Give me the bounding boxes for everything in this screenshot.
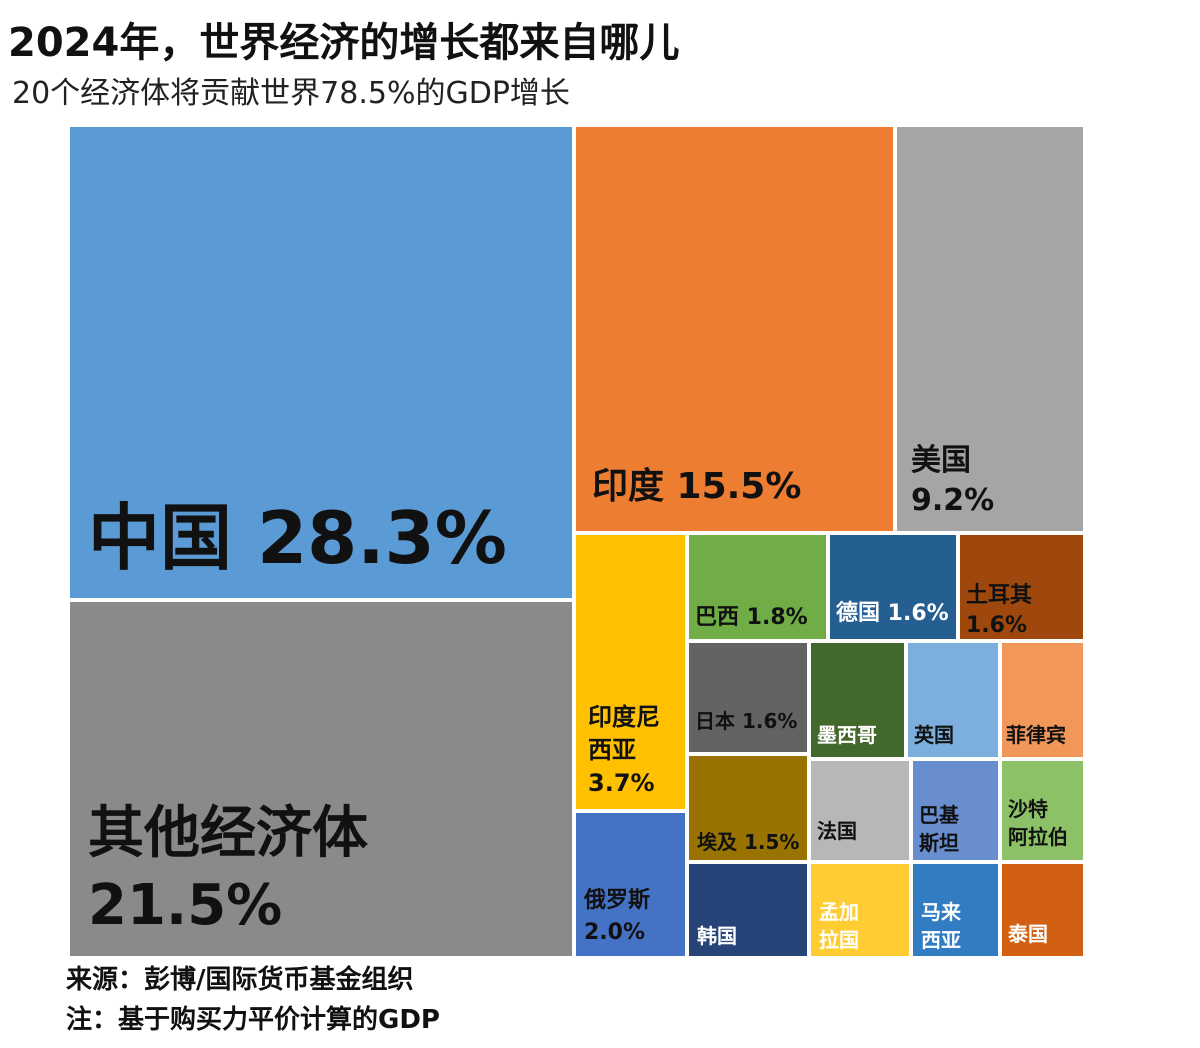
treemap-tile: 印度 15.5% [574, 125, 895, 533]
treemap-tile-label: 德国 1.6% [836, 601, 949, 626]
treemap-tile-label: 日本 1.6% [695, 709, 798, 733]
treemap-tile: 法国 [809, 759, 911, 862]
treemap-tile-label: 菲律宾 [1006, 723, 1066, 747]
treemap-tile-label: 沙特 阿拉伯 [1008, 797, 1068, 849]
treemap-tile-label: 美国 9.2% [911, 443, 995, 518]
treemap-tile: 埃及 1.5% [687, 754, 809, 862]
treemap-tile-label: 墨西哥 [817, 723, 877, 747]
treemap-tile-label: 泰国 [1008, 922, 1048, 946]
chart-subtitle: 20个经济体将贡献世界78.5%的GDP增长 [12, 76, 570, 111]
treemap-tile-label: 土耳其 1.6% [966, 583, 1033, 638]
treemap-tile: 巴基 斯坦 [911, 759, 1000, 862]
treemap-tile: 俄罗斯 2.0% [574, 811, 687, 958]
treemap-tile: 菲律宾 [1000, 641, 1085, 759]
treemap-tile-label: 俄罗斯 2.0% [584, 888, 651, 945]
treemap-tile: 泰国 [1000, 862, 1085, 958]
treemap-tile: 韩国 [687, 862, 809, 958]
treemap-tile-label: 马来 西亚 [921, 900, 961, 952]
treemap-tile-label: 法国 [817, 819, 857, 843]
treemap-tile-label: 其他经济体 21.5% [88, 801, 368, 938]
treemap-tile: 印度尼 西亚 3.7% [574, 533, 687, 811]
treemap-tile: 中国 28.3% [68, 125, 574, 600]
treemap-tile: 其他经济体 21.5% [68, 600, 574, 958]
source-note: 来源：彭博/国际货币基金组织 [66, 965, 414, 995]
treemap-tile-label: 巴基 斯坦 [919, 803, 959, 855]
treemap-tile: 孟加 拉国 [809, 862, 911, 958]
treemap-tile: 日本 1.6% [687, 641, 809, 754]
treemap-tile-label: 印度 15.5% [592, 466, 802, 507]
treemap-tile: 美国 9.2% [895, 125, 1085, 533]
treemap-tile: 墨西哥 [809, 641, 906, 759]
treemap-tile: 英国 [906, 641, 1000, 759]
treemap-tile-label: 巴西 1.8% [695, 605, 808, 630]
treemap-tile: 土耳其 1.6% [958, 533, 1085, 641]
treemap-tile-label: 孟加 拉国 [819, 900, 859, 952]
treemap-tile: 马来 西亚 [911, 862, 1000, 958]
calculation-note: 注：基于购买力平价计算的GDP [66, 1005, 440, 1035]
treemap-tile: 巴西 1.8% [687, 533, 828, 641]
treemap-tile-label: 韩国 [697, 924, 737, 948]
treemap-tile-label: 印度尼 西亚 3.7% [588, 703, 660, 797]
treemap-tile-label: 英国 [914, 723, 954, 747]
treemap-tile: 德国 1.6% [828, 533, 958, 641]
treemap-tile-label: 埃及 1.5% [697, 830, 800, 854]
treemap-tile: 沙特 阿拉伯 [1000, 759, 1085, 862]
chart-title: 2024年，世界经济的增长都来自哪儿 [8, 20, 680, 66]
treemap-tile-label: 中国 28.3% [88, 496, 507, 580]
